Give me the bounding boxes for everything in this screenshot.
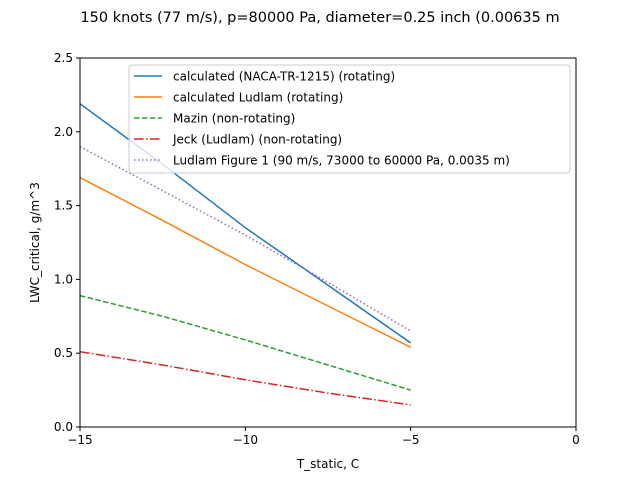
legend-label: Jeck (Ludlam) (non-rotating) (172, 133, 342, 147)
chart-title: 150 knots (77 m/s), p=80000 Pa, diameter… (80, 10, 559, 26)
y-tick-label: 2.0 (54, 125, 73, 139)
legend-box (128, 64, 571, 174)
x-axis-label: T_static, C (296, 457, 359, 471)
legend-label: Ludlam Figure 1 (90 m/s, 73000 to 60000 … (173, 154, 510, 168)
plot-frame (79, 57, 577, 428)
x-tick-label: −10 (233, 433, 258, 447)
legend-label: calculated (NACA-TR-1215) (rotating) (173, 70, 395, 84)
x-axis: −15 −10 −5 0 (67, 427, 580, 447)
y-tick-label: 0.5 (54, 346, 73, 360)
x-tick-label: −5 (402, 433, 420, 447)
legend: calculated (NACA-TR-1215) (rotating) calc… (128, 64, 571, 174)
legend-label: calculated Ludlam (rotating) (173, 91, 343, 105)
y-tick-label: 1.0 (54, 272, 73, 286)
series-line-3 (79, 294, 411, 391)
series-line-4 (79, 350, 411, 406)
x-tick-label: −15 (67, 433, 92, 447)
y-axis-label: LWC_critical, g/m^3 (28, 182, 42, 303)
x-tick-label: 0 (572, 433, 580, 447)
series-line-2 (79, 176, 412, 348)
legend-label: Mazin (non-rotating) (173, 112, 295, 126)
y-tick-label: 2.5 (54, 51, 73, 65)
y-axis: 0.0 0.5 1.0 1.5 2.0 2.5 (54, 51, 80, 434)
y-tick-label: 0.0 (54, 420, 73, 434)
series-line-5 (79, 145, 412, 332)
y-tick-label: 1.5 (54, 199, 73, 213)
